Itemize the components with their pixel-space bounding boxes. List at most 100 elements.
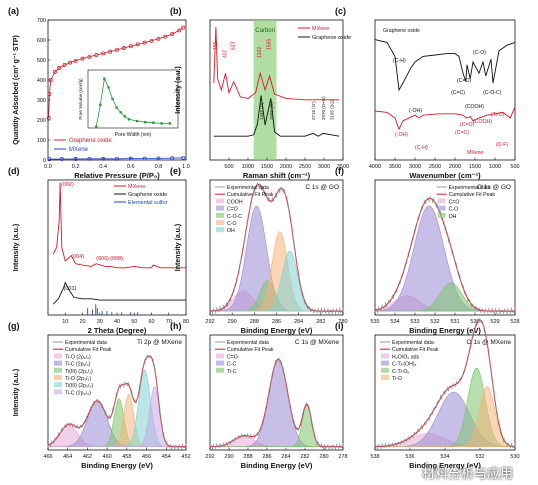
panel-label: (d) [8,166,20,176]
x-tick-label: 532 [475,454,484,460]
data-point [52,70,57,74]
x-tick-label: 282 [300,454,309,460]
legend-entry: C-O-C [227,214,242,220]
x-tick-label: 1500 [261,164,273,170]
panel-label: (h) [170,321,182,331]
inset-line [95,77,170,127]
annotation-mxene: (-OH) [395,132,408,138]
legend-entry: C=O [449,199,460,205]
x-tick-label: 452 [181,454,190,460]
carbon-band-label: Carbon [255,28,275,34]
y-tick-label: 400 [37,78,46,84]
data-point [80,56,85,61]
panel-label: (b) [170,6,182,16]
panel-h: (h) 292 290 288 286 284 282 280 278 Binding Energ… [170,321,348,470]
data-point [101,51,106,56]
legend-entry: Elemental sulfur [128,200,168,206]
x-tick-label: 466 [43,454,52,460]
legend-swatch [54,353,62,359]
legend-swatch [216,360,224,366]
data-point [181,25,186,30]
peak-label: (002) [61,182,74,188]
x-tick-label: 286 [272,319,281,325]
annotation-mxene: MXene [467,150,484,156]
data-point [170,156,175,161]
data-point [115,156,119,161]
inset-x-label: Pore Width (nm) [115,132,152,138]
inset-point [119,111,122,114]
x-tick-label: 1.0 [182,164,190,170]
x-tick-label: 531 [450,319,459,325]
inset-point [168,122,172,125]
x-tick-label: 3000 [318,164,330,170]
panel-c: (c) 4000 3500 3000 2500 2000 1500 1000 500 Wavenu… [335,6,520,180]
x-tick-label: 500 [510,164,519,170]
legend-entry: C-O [449,207,459,213]
panel-title: O 1s @ GO [477,184,511,191]
series-mxene [52,182,186,269]
x-tick-label: 0.4 [99,164,107,170]
x-tick-label: 528 [510,319,519,325]
x-tick-label: 2500 [429,164,441,170]
legend-swatch [437,205,446,211]
x-tick-label: 456 [142,454,151,460]
data-point [128,44,133,49]
x-tick-label: 2000 [280,164,292,170]
x-tick-label: 0.0 [44,164,52,170]
peak-label-mxene: 407 [222,49,228,58]
legend-entry: Experimental data [227,340,269,346]
x-tick-label: 290 [224,454,233,460]
legend-entry: Cumulative Fit Peak [449,192,496,198]
x-tick-label: 538 [370,454,379,460]
peak-label-mxene: 1322 [257,47,263,58]
y-axis-label: Intensity (a.u.) [175,224,182,271]
panel-d: (d) 10 20 30 40 50 60 70 80 2 Theta (Degree) Inten… [8,166,189,335]
inset-point [115,106,118,109]
data-point [142,156,147,161]
legend-swatch [216,367,224,373]
data-point [149,38,154,43]
y-axis-label: Intensity (a.u.) [13,369,20,416]
y-axis-label: Intensity (a.u.) [13,224,20,271]
peak-label-go: 2970 (D+G) [321,96,326,120]
x-tick-label: 2000 [449,164,461,170]
legend-swatch [216,205,224,211]
data-point [170,32,175,36]
legend-entry: Ti(III) (2p₃/₂) [65,383,93,389]
data-point [94,53,99,57]
y-axis-label: Intensity (a.u.) [175,66,182,113]
x-tick-label: 2500 [299,164,311,170]
peak-label-mxene: 1565 [266,39,272,50]
peak-label-go: 3195 (2G) [329,99,334,120]
legend-entry: Cumulative Fit Peak [392,347,439,353]
series-graphene-oxide [52,281,186,305]
legend-entry: Cumulative Fit Peak [227,192,274,198]
data-point [163,34,168,39]
x-tick-label: 0.6 [127,164,135,170]
legend-entry: C-Ti-(OH)ₓ [392,362,417,368]
x-tick-label: 1000 [489,164,501,170]
data-point [181,155,186,160]
legend-swatch [54,360,62,366]
legend-swatch [437,212,446,218]
x-tick-label: 50 [131,319,137,325]
legend-swatch [54,382,62,388]
panel-label: (a) [8,6,19,16]
legend-entry: Ti-C (2p₃/₂) [65,390,91,396]
x-tick-label: 533 [410,319,419,325]
x-tick-label: 500 [224,164,233,170]
inset-point [99,103,102,106]
annotation-go: (COOH) [465,104,484,110]
peak-label: (004) [71,254,84,260]
data-point [135,42,140,47]
legend-entry: MXene [312,26,329,32]
x-axis-label: 2 Theta (Degree) [88,326,147,335]
legend-entry: C=O [227,354,238,360]
plot-frame [209,334,344,451]
legend-entry: Cumulative Fit Peak [65,347,112,353]
inset-point [103,77,106,80]
x-tick-label: 460 [103,454,112,460]
panel-f: (f) 535 534 533 532 531 530 529 528 Binding Energ… [335,166,520,335]
